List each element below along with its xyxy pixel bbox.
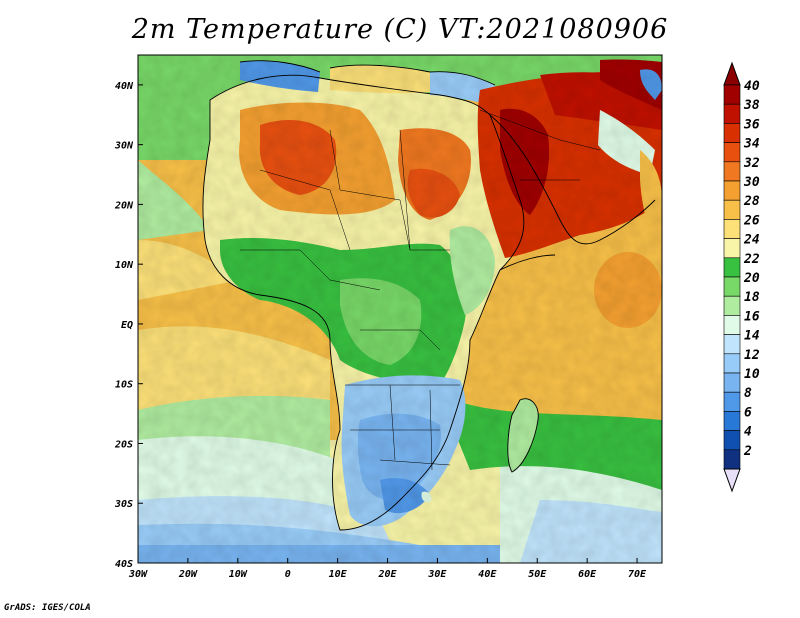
country-borders <box>240 109 601 471</box>
colorbar-label: 36 <box>743 117 760 132</box>
temperature-field <box>138 55 662 563</box>
colorbar-swatch <box>723 238 741 259</box>
colorbar-swatch <box>723 334 741 355</box>
colorbar: 40 38 36 34 32 30 28 26 24 22 20 18 16 14 12 10 8 6 4 2 <box>723 61 760 493</box>
colorbar-swatch <box>723 353 741 374</box>
lon-tick-label: 10W <box>229 569 248 580</box>
colorbar-label: 40 <box>744 79 760 94</box>
lon-tick-label: 10E <box>329 569 348 580</box>
colorbar-label: 32 <box>743 156 760 171</box>
lat-tick-label: 30N <box>114 141 134 152</box>
coastlines <box>202 60 656 531</box>
colorbar-label: 18 <box>744 290 760 305</box>
colorbar-swatch <box>723 295 741 316</box>
map-frame <box>137 54 663 564</box>
colorbar-label: 20 <box>743 271 760 286</box>
colorbar-top-arrow <box>723 61 741 86</box>
colorbar-bottom-arrow <box>723 468 741 493</box>
colorbar-label: 28 <box>743 194 760 209</box>
colorbar-label: 24 <box>743 233 760 248</box>
colorbar-label: 10 <box>744 367 760 382</box>
lat-tick-label: 20S <box>114 439 133 450</box>
lat-tick-label: 30S <box>114 499 133 510</box>
lon-tick-label: 40E <box>478 569 497 580</box>
colorbar-swatch <box>723 84 741 105</box>
colorbar-swatch <box>723 199 741 220</box>
colorbar-label: 6 <box>744 405 752 420</box>
colorbar-swatch <box>723 276 741 297</box>
lat-tick-label: 10N <box>115 260 134 271</box>
lon-tick-label: 50E <box>528 569 547 580</box>
colorbar-swatch <box>723 411 741 431</box>
lat-tick-label: 40S <box>115 559 133 570</box>
lon-tick-label: 30E <box>427 569 447 580</box>
colorbar-swatch <box>723 372 741 393</box>
colorbar-swatch <box>723 391 741 412</box>
colorbar-label: 12 <box>744 348 760 363</box>
latitude-axis: 40N 30N 20N 10N EQ 10S 20S 30S 40S <box>114 81 143 570</box>
lon-tick-label: 0 <box>285 569 291 580</box>
lat-tick-label: 10S <box>115 380 133 391</box>
colorbar-label: 22 <box>743 252 760 267</box>
colorbar-swatch <box>723 219 741 239</box>
map-title: 2m Temperature (C) VT:2021080906 <box>131 14 669 45</box>
colorbar-label: 38 <box>743 98 760 113</box>
lon-tick-label: 20E <box>377 569 397 580</box>
colorbar-label: 26 <box>743 213 760 228</box>
colorbar-label: 2 <box>743 444 752 459</box>
lon-tick-label: 70E <box>628 569 647 580</box>
colorbar-swatch <box>723 315 741 335</box>
lon-tick-label: 30W <box>128 569 148 580</box>
lon-tick-label: 60E <box>578 569 597 580</box>
colorbar-swatch <box>723 103 741 124</box>
lon-tick-label: 20W <box>178 569 198 580</box>
colorbar-swatch <box>723 142 741 163</box>
grads-credit: GrADS: IGES/COLA <box>4 603 91 613</box>
colorbar-label: 4 <box>744 425 752 440</box>
colorbar-label: 30 <box>743 175 760 190</box>
longitude-axis: 30W 20W 10W 0 10E 20E 30E 40E 50E 60E 70E <box>128 558 647 580</box>
colorbar-label: 34 <box>743 137 760 152</box>
colorbar-swatch <box>723 257 741 278</box>
colorbar-label: 8 <box>744 386 752 401</box>
colorbar-swatch <box>723 449 741 470</box>
colorbar-swatch <box>723 430 741 451</box>
colorbar-swatch <box>723 161 741 182</box>
colorbar-label: 16 <box>744 309 760 324</box>
lat-tick-label: 40N <box>115 81 134 92</box>
colorbar-label: 14 <box>744 329 760 344</box>
colorbar-swatch <box>723 180 741 201</box>
colorbar-swatch <box>723 123 741 143</box>
lat-tick-label: EQ <box>121 320 133 331</box>
lat-tick-label: 20N <box>114 200 134 211</box>
